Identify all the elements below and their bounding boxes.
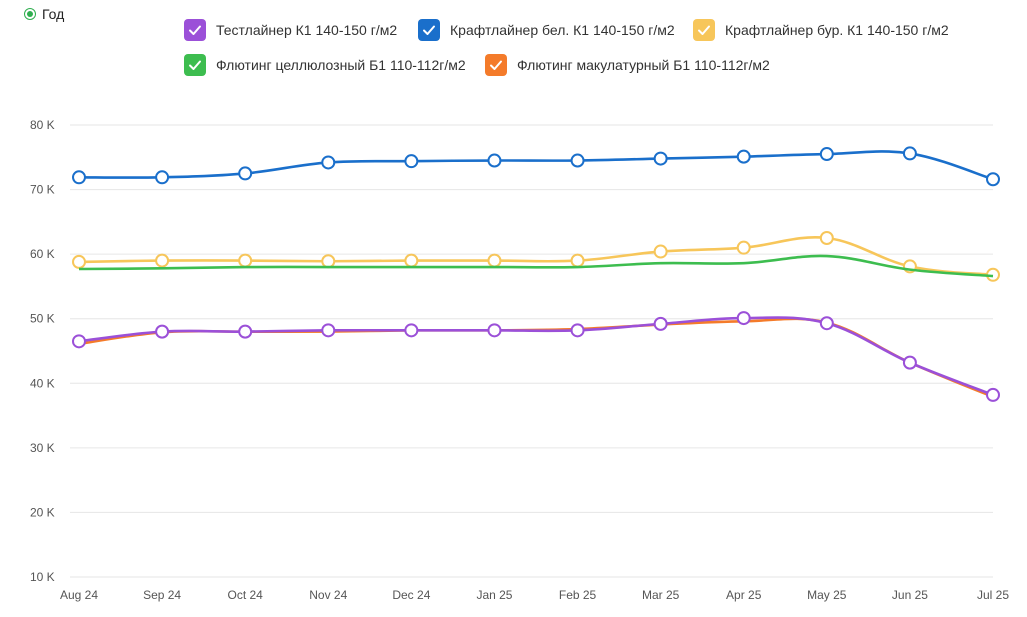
checkbox-checked-icon[interactable] [418,19,440,41]
data-point [819,316,834,331]
series-line [78,150,994,181]
data-point [986,387,1000,402]
data-point [819,147,834,162]
legend: Тестлайнер К1 140-150 г/м2 Крафтлайнер б… [0,0,1027,90]
data-point [404,253,419,268]
data-point [570,253,585,268]
series-line [78,316,994,397]
data-point [487,323,502,338]
x-tick-label: Mar 25 [642,588,680,602]
y-tick-label: 70 K [30,183,55,197]
x-tick-label: Dec 24 [392,588,430,602]
data-point [986,172,1000,187]
legend-item-kraftliner-white[interactable]: Крафтлайнер бел. К1 140-150 г/м2 [418,19,675,41]
legend-label: Тестлайнер К1 140-150 г/м2 [216,22,398,38]
data-point [819,231,834,245]
legend-item-testliner[interactable]: Тестлайнер К1 140-150 г/м2 [184,19,397,41]
checkbox-checked-icon[interactable] [693,19,715,41]
y-tick-label: 50 K [30,312,55,326]
data-point [902,146,917,161]
y-tick-label: 30 K [30,441,55,455]
checkbox-checked-icon[interactable] [184,54,206,76]
y-tick-label: 80 K [30,118,55,132]
data-point [902,355,917,370]
x-tick-label: Jan 25 [476,588,512,602]
y-tick-label: 40 K [30,376,55,390]
data-point [736,311,751,326]
x-tick-label: Aug 24 [60,588,98,602]
legend-item-fluting-cellulose[interactable]: Флютинг целлюлозный Б1 110-112г/м2 [184,54,466,76]
x-tick-label: Jul 25 [977,588,1009,602]
legend-item-fluting-recycled[interactable]: Флютинг макулатурный Б1 110-112г/м2 [485,54,770,76]
data-point [653,316,668,331]
x-tick-label: Apr 25 [726,588,762,602]
legend-label: Крафтлайнер бел. К1 140-150 г/м2 [450,22,675,38]
legend-item-kraftliner-brown[interactable]: Крафтлайнер бур. К1 140-150 г/м2 [693,19,949,41]
data-point [155,253,170,268]
data-point [72,334,86,349]
series-line [78,254,994,278]
data-point [653,151,668,166]
data-point [736,149,751,164]
data-point [321,323,336,338]
data-point [238,324,253,339]
data-point [404,323,419,338]
x-tick-label: May 25 [807,588,847,602]
data-point [155,170,170,185]
data-point [653,244,668,259]
radio-selected-dot [27,11,33,17]
data-point [321,155,336,170]
data-point [321,254,336,269]
data-point [487,153,502,168]
legend-label: Флютинг макулатурный Б1 110-112г/м2 [517,57,770,73]
x-tick-label: Sep 24 [143,588,181,602]
y-tick-label: 60 K [30,247,55,261]
checkbox-checked-icon[interactable] [485,54,507,76]
period-label: Год [42,6,65,22]
data-point [404,154,419,169]
x-tick-label: Jun 25 [892,588,928,602]
series-line [78,236,994,277]
data-point [155,324,170,339]
data-point [72,254,86,269]
data-point [570,323,585,338]
data-point [72,170,86,185]
x-tick-label: Oct 24 [228,588,264,602]
x-tick-label: Feb 25 [559,588,597,602]
period-radio[interactable] [24,8,36,20]
data-point [487,253,502,268]
y-tick-label: 10 K [30,570,55,584]
x-tick-label: Nov 24 [309,588,347,602]
period-selector[interactable]: Год [24,6,64,22]
y-tick-label: 20 K [30,505,55,519]
legend-label: Флютинг целлюлозный Б1 110-112г/м2 [216,57,466,73]
data-point [238,166,253,181]
data-point [238,253,253,268]
data-point [570,153,585,168]
data-point [736,240,751,255]
checkbox-checked-icon[interactable] [184,19,206,41]
legend-label: Крафтлайнер бур. К1 140-150 г/м2 [725,22,949,38]
